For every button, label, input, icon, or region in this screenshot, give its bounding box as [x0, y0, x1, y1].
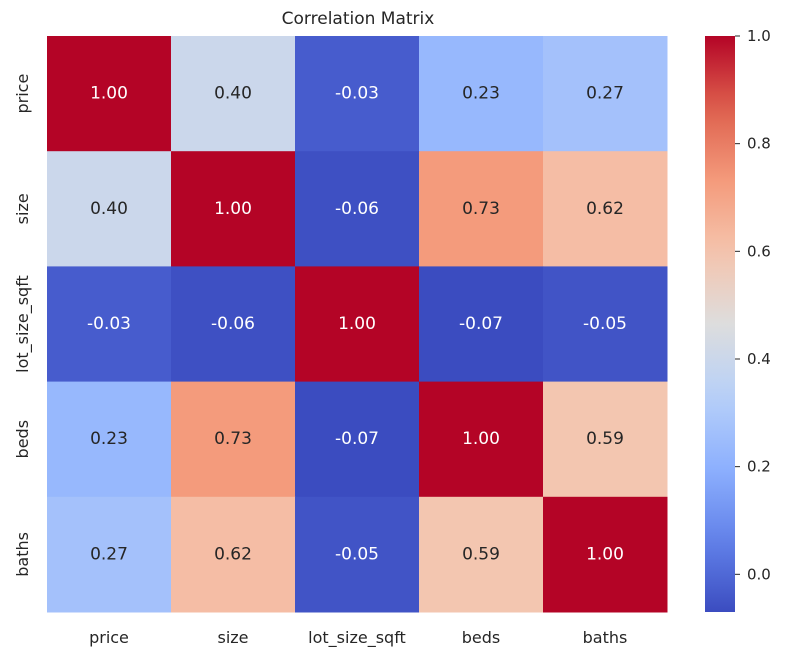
cell-value-label: -0.06 — [211, 314, 255, 334]
cell-value-label: 1.00 — [462, 429, 500, 449]
chart-title: Correlation Matrix — [282, 9, 435, 29]
y-tick-label-size: size — [13, 193, 32, 224]
heatmap-cell-size-beds — [419, 151, 544, 267]
cell-value-label: -0.06 — [335, 199, 379, 219]
cell-value-label: 1.00 — [338, 314, 376, 334]
heatmap-cell-baths-baths — [543, 496, 668, 613]
x-tick-label-beds: beds — [462, 628, 501, 647]
cell-value-label: -0.03 — [87, 314, 131, 334]
heatmap-cell-price-beds — [419, 36, 544, 152]
heatmap-cell-size-baths — [543, 151, 668, 267]
heatmap-cell-baths-lot-size-sqft — [295, 496, 420, 613]
cell-value-label: -0.05 — [335, 544, 379, 564]
heatmap-cells: 1.00 0.40 -0.03 0.23 0.27 0.40 1.00 -0.06 0.73 0.… — [47, 36, 668, 613]
cell-value-label: 0.62 — [586, 199, 624, 219]
colorbar-gradient-bar — [705, 36, 735, 612]
cell-value-label: 1.00 — [214, 199, 252, 219]
heatmap-cell-lot-size-sqft-size — [171, 266, 296, 383]
heatmap-cell-beds-price — [47, 381, 172, 498]
cell-value-label: 0.27 — [586, 84, 624, 104]
heatmap-cell-size-lot-size-sqft — [295, 151, 420, 267]
cell-value-label: 0.27 — [90, 544, 128, 564]
heatmap-cell-baths-size — [171, 496, 296, 613]
heatmap-cell-price-size — [171, 36, 296, 152]
cell-value-label: 0.73 — [462, 199, 500, 219]
cell-value-label: 0.62 — [214, 544, 252, 564]
cell-value-label: 0.59 — [586, 429, 624, 449]
x-tick-label-price: price — [89, 628, 129, 647]
colorbar-tick-label: 0.4 — [747, 350, 771, 368]
cell-value-label: -0.05 — [583, 314, 627, 334]
cell-value-label: -0.03 — [335, 84, 379, 104]
heatmap-cell-price-lot-size-sqft — [295, 36, 420, 152]
cell-value-label: 0.23 — [90, 429, 128, 449]
heatmap-cell-beds-size — [171, 381, 296, 498]
colorbar-tick-label: 1.0 — [747, 27, 771, 45]
y-tick-label-beds: beds — [13, 420, 32, 459]
heatmap-cell-size-size — [171, 151, 296, 267]
heatmap-cell-baths-beds — [419, 496, 544, 613]
colorbar-tick-label: 0.8 — [747, 135, 771, 153]
y-tick-label-baths: baths — [13, 532, 32, 577]
colorbar-tick-label: 0.0 — [747, 565, 771, 583]
cell-value-label: 0.59 — [462, 544, 500, 564]
cell-value-label: 1.00 — [586, 544, 624, 564]
cell-value-label: -0.07 — [335, 429, 379, 449]
heatmap-cell-size-price — [47, 151, 172, 267]
heatmap-cell-beds-baths — [543, 381, 668, 498]
heatmap-cell-beds-lot-size-sqft — [295, 381, 420, 498]
x-tick-label-baths: baths — [583, 628, 628, 647]
heatmap-cell-beds-beds — [419, 381, 544, 498]
y-tick-label-price: price — [13, 74, 32, 114]
heatmap-cell-price-price — [47, 36, 172, 152]
x-tick-label-size: size — [217, 628, 248, 647]
colorbar-tick-label: 0.6 — [747, 242, 771, 260]
x-axis-ticks: price size lot_size_sqft beds baths — [89, 628, 627, 648]
heatmap-cell-lot-size-sqft-baths — [543, 266, 668, 383]
heatmap-cell-baths-price — [47, 496, 172, 613]
cell-value-label: 0.40 — [214, 84, 252, 104]
heatmap-cell-price-baths — [543, 36, 668, 152]
cell-value-label: 0.23 — [462, 84, 500, 104]
x-tick-label-lot-size-sqft: lot_size_sqft — [308, 628, 406, 648]
heatmap-cell-lot-size-sqft-price — [47, 266, 172, 383]
y-tick-label-lot-size-sqft: lot_size_sqft — [13, 275, 33, 373]
heatmap-cell-lot-size-sqft-lot-size-sqft — [295, 266, 420, 383]
colorbar-tick-label: 0.2 — [747, 458, 771, 476]
cell-value-label: 0.73 — [214, 429, 252, 449]
heatmap-cell-lot-size-sqft-beds — [419, 266, 544, 383]
cell-value-label: 1.00 — [90, 84, 128, 104]
cell-value-label: -0.07 — [459, 314, 503, 334]
colorbar: 0.0 0.2 0.4 0.6 0.8 1.0 — [705, 27, 771, 612]
cell-value-label: 0.40 — [90, 199, 128, 219]
